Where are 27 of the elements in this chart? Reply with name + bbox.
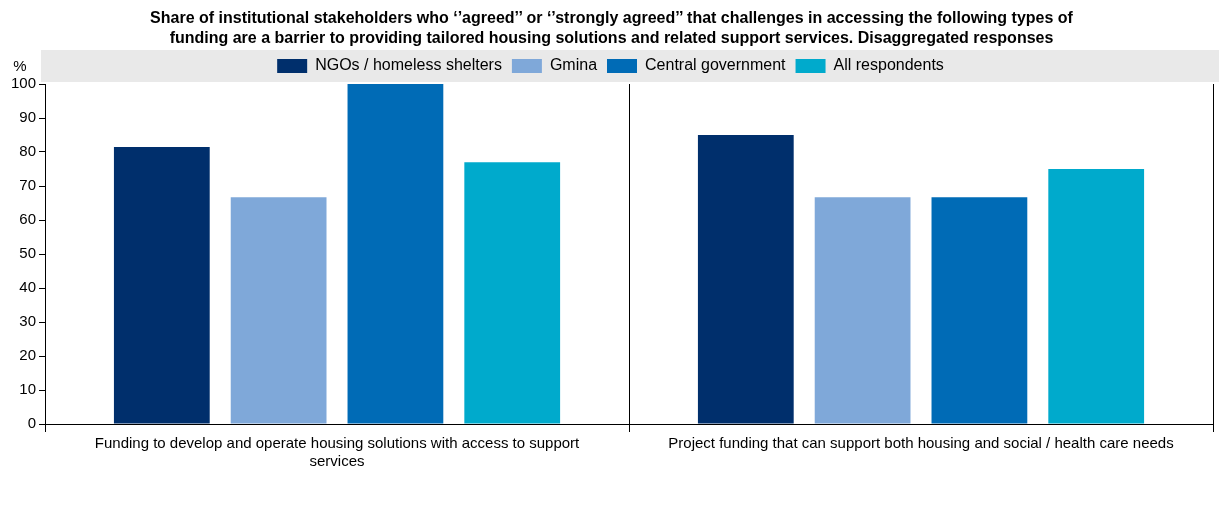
bar (814, 197, 911, 424)
y-tick-label: 40 (19, 278, 37, 296)
bar (931, 197, 1028, 424)
bar (464, 162, 561, 424)
y-tick-label: 30 (19, 312, 37, 330)
y-tick-label: 70 (19, 176, 37, 194)
legend-label: NGOs / homeless shelters (315, 56, 502, 74)
legend-label: Central government (645, 56, 787, 74)
x-tick-label: Project funding that can support both housing and social / health care needs (668, 434, 1174, 452)
legend-label: All respondents (833, 56, 944, 74)
y-tick-label: 0 (27, 414, 37, 432)
bar (230, 197, 327, 424)
chart-title: Share of institutional stakeholders who ‘’agreed’’ or ‘’strongly agreed’’ that challenges in accessing the following types of funding are a barrier to providing tailored housing solutions and related support services. Disaggregated responses (149, 8, 1074, 48)
y-tick-label: 60 (19, 210, 37, 228)
bar (347, 84, 444, 424)
legend-label: Gmina (549, 56, 598, 74)
y-tick-label: 50 (19, 244, 37, 262)
y-tick-label: 100 (11, 74, 37, 92)
y-tick-label: 10 (19, 380, 37, 398)
bar (113, 146, 210, 424)
y-axis-title: % (13, 56, 27, 74)
bar (697, 135, 794, 424)
x-tick-label: Funding to develop and operate housing solutions with access to support services (94, 434, 581, 470)
y-tick-label: 90 (19, 108, 37, 126)
bar (1048, 169, 1145, 424)
y-tick-label: 80 (19, 142, 37, 160)
y-tick-label: 20 (19, 346, 37, 364)
